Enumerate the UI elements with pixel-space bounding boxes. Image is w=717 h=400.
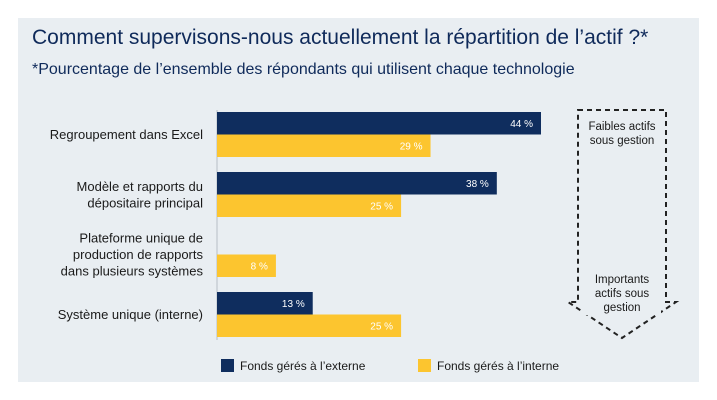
chart-subtitle: *Pourcentage de l’ensemble des répondant… [32,61,575,78]
annotation-text: gestion [603,302,640,314]
category-label: Système unique (interne) [58,307,203,322]
data-label: 44 % [510,119,533,130]
bar [217,254,276,277]
legend-label: Fonds gérés à l’externe [240,359,366,373]
bar [217,194,402,217]
bar [217,292,313,315]
annotation-text: Faibles actifs [588,121,655,133]
bar [217,112,541,135]
chart-legend: Fonds gérés à l’externe Fonds gérés à l’i… [221,359,559,373]
category-label: Regroupement dans Excel [50,127,203,142]
category-label: Plateforme unique de [79,231,203,246]
category-label: Modèle et rapports du [77,179,203,194]
data-label: 29 % [400,141,423,152]
data-label: 38 % [466,179,489,190]
asset-scale-arrow [564,109,680,340]
data-label: 13 % [282,299,305,310]
arrow-annotations: Faibles actifs sous gestion Importants acti… [581,118,663,315]
bar [217,172,497,195]
annotation-text: Importants [595,274,650,286]
note-background [583,271,661,315]
data-label: 25 % [370,321,393,332]
bar-group: 44 % 38 % 13 % 29 % 25 % 8 % 25 % [216,110,541,340]
category-label: dans plusieurs systèmes [61,264,204,279]
legend-swatch [418,359,431,372]
annotation-text: sous gestion [590,135,655,147]
bar [217,314,402,337]
chart-title: Comment supervisons-nous actuellement la… [32,26,649,49]
note-background [581,118,663,148]
data-label: 8 % [251,261,268,272]
legend-swatch [221,359,234,372]
bar [217,134,431,157]
category-labels: Regroupement dans Excel Modèle et rapport… [50,127,204,322]
category-label: dépositaire principal [87,195,203,210]
legend-label: Fonds gérés à l’interne [437,359,559,373]
annotation-text: actifs sous [595,288,650,300]
data-label: 25 % [370,201,393,212]
category-label: production de rapports [73,247,204,262]
dashed-down-arrow [564,109,680,340]
